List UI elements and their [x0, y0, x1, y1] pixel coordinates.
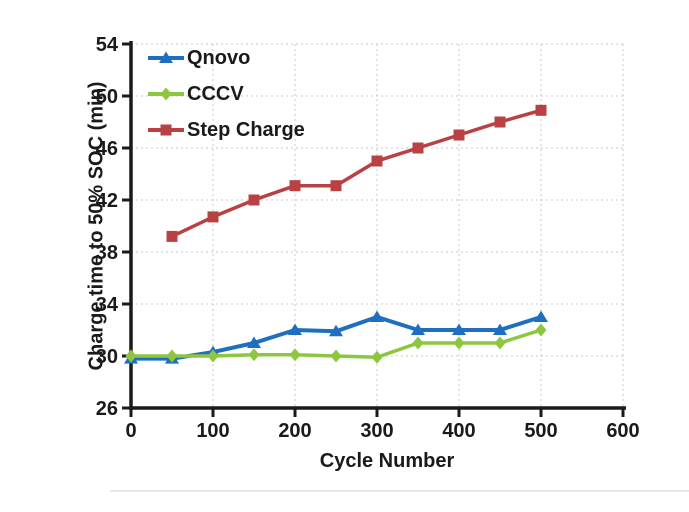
legend-label-cccv: CCCV: [187, 82, 244, 105]
data-point-step-charge: [330, 180, 342, 192]
y-axis-title: Charge time to 50% SOC (min): [85, 81, 108, 371]
y-tick-label: 50: [96, 86, 118, 108]
data-point-cccv: [207, 349, 219, 363]
data-point-cccv: [412, 336, 424, 350]
data-point-cccv: [371, 350, 383, 364]
legend-swatch: [148, 124, 184, 136]
data-point-step-charge: [494, 116, 506, 128]
data-point-cccv: [166, 349, 178, 363]
series-line-step-charge: [170, 108, 543, 239]
qnovo-line-triangle-icon: [147, 50, 185, 66]
legend-swatch: [148, 51, 184, 63]
data-point-qnovo: [411, 323, 425, 335]
data-point-cccv: [125, 349, 137, 363]
data-point-qnovo: [288, 323, 302, 335]
data-point-qnovo: [534, 310, 548, 322]
legend-swatch: [148, 87, 184, 101]
step-charge-line-square-icon: [147, 122, 185, 138]
data-point-qnovo: [329, 324, 343, 337]
x-tick-label: 600: [606, 420, 639, 442]
y-tick-label: 54: [96, 34, 119, 56]
data-point-step-charge: [207, 211, 219, 223]
cccv-line-diamond-icon: [147, 86, 185, 102]
data-point-step-charge: [535, 104, 547, 116]
x-axis-title: Cycle Number: [319, 450, 455, 472]
data-point-cccv: [289, 348, 301, 362]
data-point-cccv: [535, 323, 547, 337]
x-tick-label: 200: [278, 420, 311, 442]
data-point-step-charge: [453, 129, 465, 141]
data-point-qnovo: [370, 310, 384, 322]
y-tick-label: 34: [96, 294, 119, 316]
data-point-step-charge: [248, 194, 260, 206]
x-tick-label: 300: [360, 420, 393, 442]
data-point-cccv: [453, 336, 465, 350]
y-tick-label: 46: [96, 138, 118, 160]
data-point-qnovo: [493, 323, 507, 335]
legend-marker-shape: [160, 87, 172, 101]
y-tick-label: 38: [96, 242, 118, 264]
data-point-cccv: [248, 348, 260, 362]
bottom-divider-line: [110, 490, 689, 492]
legend-marker-shape: [159, 51, 173, 63]
x-tick-label: 0: [125, 420, 136, 442]
data-point-cccv: [330, 349, 342, 363]
y-tick-label: 42: [96, 190, 118, 212]
legend-label-qnovo: Qnovo: [187, 46, 251, 69]
legend-item-qnovo: Qnovo: [147, 47, 305, 69]
data-point-qnovo: [247, 336, 261, 348]
legend-marker-shape: [160, 124, 172, 136]
y-tick-label: 30: [96, 346, 118, 368]
x-tick-label: 100: [196, 420, 229, 442]
data-point-qnovo: [452, 323, 466, 335]
x-tick-label: 500: [524, 420, 557, 442]
y-tick-label: 26: [96, 398, 118, 420]
data-point-step-charge: [166, 230, 178, 242]
data-point-step-charge: [371, 155, 383, 167]
x-tick-label: 400: [442, 420, 475, 442]
legend-item-cccv: CCCV: [147, 83, 305, 105]
legend: Qnovo CCCV Step Charge: [147, 47, 305, 141]
data-point-step-charge: [412, 142, 424, 154]
legend-label-step-charge: Step Charge: [187, 118, 305, 141]
data-point-cccv: [494, 336, 506, 350]
legend-item-step-charge: Step Charge: [147, 119, 305, 141]
data-point-step-charge: [289, 180, 301, 192]
